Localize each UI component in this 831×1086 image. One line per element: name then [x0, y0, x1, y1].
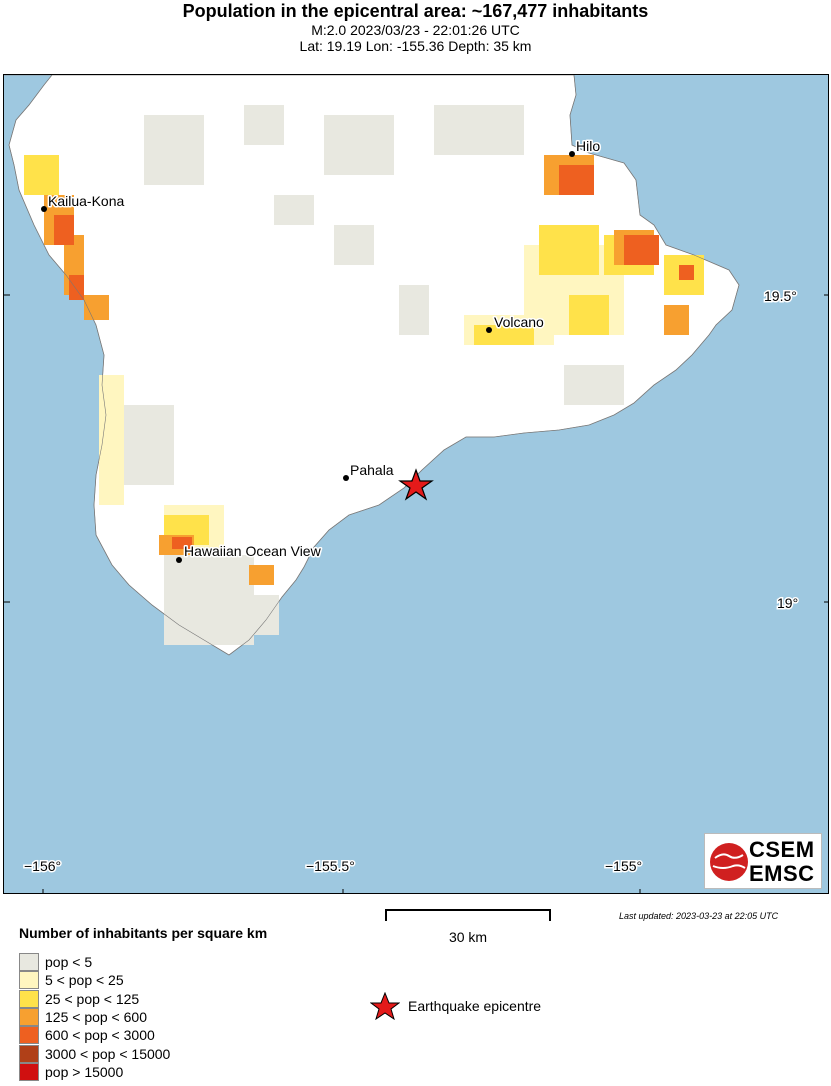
legend-label: 25 < pop < 125 [45, 990, 140, 1007]
logo-text-top: CSEM [749, 837, 815, 862]
map-svg: −156° −155.5° −155° 19.5° 19° Hilo Kailu… [4, 75, 828, 893]
lon-tick-label: −155° [605, 858, 642, 874]
scale-bar [385, 909, 551, 921]
city-marker[interactable]: Hilo [569, 137, 602, 157]
legend-swatch [19, 1008, 39, 1027]
logo-text-bottom: EMSC [749, 861, 815, 886]
city-label: Volcano [494, 314, 544, 330]
density-low-areas [114, 105, 624, 645]
globe-logo-icon [710, 843, 748, 881]
legend-label: 125 < pop < 600 [45, 1009, 147, 1026]
city-marker[interactable]: Hawaiian Ocean View [176, 542, 323, 563]
legend-swatch [19, 1062, 39, 1081]
legend-label: pop > 15000 [45, 1063, 124, 1080]
legend-item: 125 < pop < 600 [19, 1008, 170, 1027]
legend-swatch [19, 1044, 39, 1063]
lon-tick-label: −156° [24, 858, 61, 874]
legend-item: 3000 < pop < 15000 [19, 1044, 171, 1063]
legend-swatch [19, 989, 39, 1008]
axis-ticks [4, 294, 828, 893]
legend-item: pop > 15000 [19, 1062, 170, 1081]
map-panel[interactable]: −156° −155.5° −155° 19.5° 19° Hilo Kailu… [3, 74, 829, 894]
density-25-125 [24, 155, 704, 545]
city-label: Pahala [350, 462, 394, 478]
epicentre-legend-label: Earthquake epicentre [408, 998, 542, 1014]
legend-item: 600 < pop < 3000 [19, 1026, 170, 1045]
location-info-line: Lat: 19.19 Lon: -155.36 Depth: 35 km [299, 38, 532, 54]
legend-item: pop < 5 [19, 953, 170, 972]
legend-swatch [19, 971, 39, 990]
lat-tick-label: 19° [777, 595, 798, 611]
epicenter-star-icon[interactable] [398, 468, 434, 501]
legend-swatch [19, 1026, 39, 1045]
event-info-line: M:2.0 2023/03/23 - 22:01:26 UTC [311, 22, 520, 38]
last-updated: Last updated: 2023-03-23 at 22:05 UTC [619, 911, 779, 921]
map-header: Population in the epicentral area: ~167,… [0, 0, 831, 54]
density-600-3000 [54, 165, 694, 549]
legend-swatch [19, 953, 39, 972]
city-marker[interactable]: Pahala [343, 461, 395, 481]
city-label: Hawaiian Ocean View [184, 543, 322, 559]
scale-label: 30 km [448, 929, 488, 945]
city-marker[interactable]: Volcano [486, 313, 546, 333]
city-marker[interactable]: Kailua-Kona [41, 192, 126, 212]
lon-tick-label: −155.5° [306, 858, 355, 874]
city-label: Hilo [576, 138, 600, 154]
city-label: Kailua-Kona [48, 193, 124, 209]
legend-title: Number of inhabitants per square km [19, 925, 268, 941]
epicentre-legend: Earthquake epicentre [370, 992, 541, 1020]
epicenter-star-icon [370, 992, 400, 1020]
map-title: Population in the epicentral area: ~167,… [182, 1, 649, 21]
legend-item: 25 < pop < 125 [19, 989, 170, 1008]
legend-label: 5 < pop < 25 [45, 972, 124, 989]
lat-tick-label: 19.5° [764, 288, 797, 304]
legend-item: 5 < pop < 25 [19, 971, 170, 990]
csem-emsc-logo: CSEM EMSC [704, 833, 822, 889]
legend-label: 600 < pop < 3000 [45, 1027, 155, 1044]
legend-label: pop < 5 [45, 954, 93, 971]
legend-label: 3000 < pop < 15000 [45, 1045, 171, 1062]
